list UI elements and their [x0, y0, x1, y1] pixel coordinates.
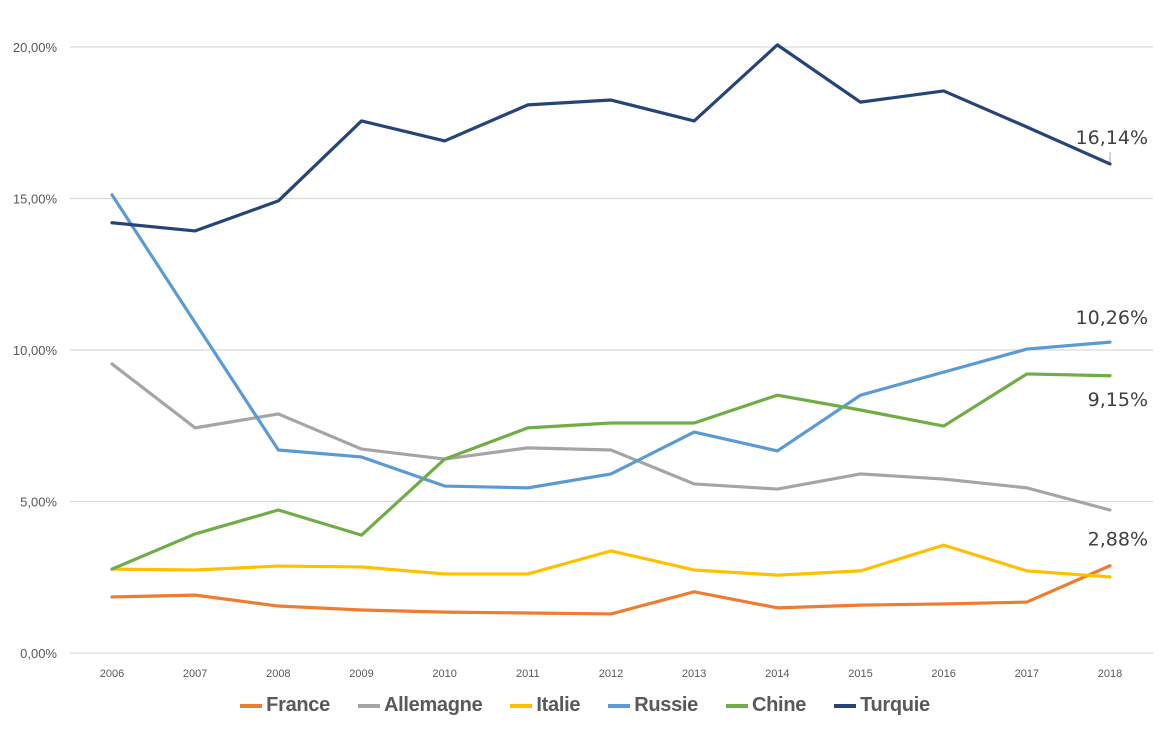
legend-swatch — [608, 703, 631, 708]
gridlines — [70, 46, 1153, 654]
legend-item-italie[interactable]: Italie — [510, 694, 581, 717]
legend-label: Italie — [536, 694, 581, 716]
legend: France Allemagne Italie Russie Chine Turquie — [0, 694, 1170, 717]
series-line-russie — [110, 193, 1112, 490]
legend-item-turquie[interactable]: Turquie — [834, 694, 930, 717]
series-line-turquie — [110, 43, 1112, 233]
x-tick-label: 2007 — [183, 668, 207, 680]
x-tick-label: 2009 — [349, 668, 373, 680]
data-label-chine: 9,15% — [1088, 389, 1148, 411]
x-tick-label: 2018 — [1098, 668, 1122, 680]
legend-label: Chine — [752, 694, 807, 716]
series-line-france — [110, 564, 1112, 616]
legend-label: Allemagne — [383, 694, 483, 716]
y-tick-label: 0,00% — [20, 646, 57, 661]
x-axis-ticks: 2006 2007 2008 2009 2010 2011 2012 2013 2014 2015… — [100, 668, 1122, 680]
x-tick-label: 2016 — [931, 668, 955, 680]
legend-swatch — [510, 703, 533, 708]
legend-swatch — [240, 703, 263, 708]
legend-item-russie[interactable]: Russie — [608, 694, 698, 717]
x-tick-label: 2008 — [266, 668, 290, 680]
x-tick-label: 2014 — [765, 668, 789, 680]
data-label-turquie: 16,14% — [1076, 127, 1148, 149]
y-tick-label: 15,00% — [13, 192, 58, 207]
legend-item-france[interactable]: France — [240, 694, 330, 717]
y-tick-label: 5,00% — [20, 495, 57, 510]
x-tick-label: 2010 — [432, 668, 456, 680]
y-tick-label: 10,00% — [13, 343, 58, 358]
legend-label: Turquie — [860, 694, 930, 716]
line-chart: 0,00%5,00%10,00%15,00%20,00% 2006 2007 200… — [13, 40, 1153, 680]
x-tick-label: 2017 — [1015, 668, 1039, 680]
x-tick-label: 2012 — [599, 668, 623, 680]
legend-label: France — [266, 694, 330, 716]
x-tick-label: 2011 — [516, 668, 540, 680]
y-tick-label: 20,00% — [13, 40, 58, 55]
series-line-italie — [110, 543, 1112, 579]
legend-swatch — [726, 703, 748, 708]
x-tick-label: 2006 — [100, 668, 124, 680]
legend-item-chine[interactable]: Chine — [726, 694, 806, 717]
data-labels: 2,88% 10,26% 9,15% 16,14% — [1076, 127, 1148, 551]
series-line-chine — [110, 372, 1112, 571]
legend-label: Russie — [634, 694, 698, 716]
data-label-france: 2,88% — [1088, 529, 1148, 551]
x-tick-label: 2015 — [848, 668, 872, 680]
x-tick-label: 2013 — [682, 668, 706, 680]
legend-swatch — [357, 703, 380, 708]
data-label-russie: 10,26% — [1076, 307, 1148, 329]
legend-swatch — [834, 703, 857, 708]
y-axis-ticks: 0,00% 5,00% 10,00% 15,00% 20,00% — [13, 40, 58, 661]
series-line-allemagne — [110, 362, 1112, 512]
legend-item-allemagne[interactable]: Allemagne — [357, 694, 483, 717]
series-lines — [110, 43, 1112, 616]
